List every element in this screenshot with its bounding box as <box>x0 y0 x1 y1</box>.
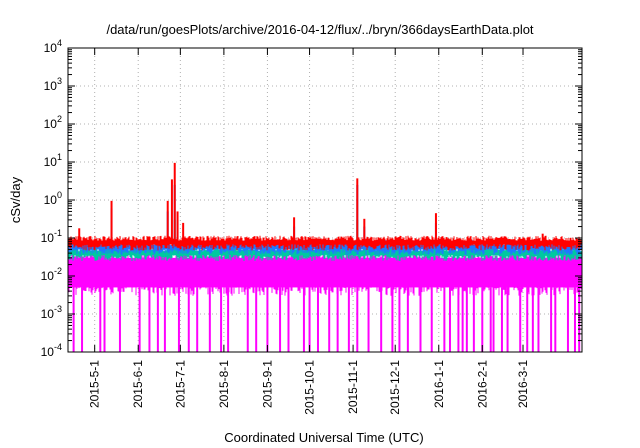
plot-series-group <box>68 162 582 352</box>
chart-title: /data/run/goesPlots/archive/2016-04-12/f… <box>106 22 533 37</box>
x-tick-label: 2015-11-1 <box>346 360 360 414</box>
y-tick-label: 10-2 <box>41 266 62 283</box>
y-tick-label: 101 <box>44 152 62 169</box>
x-axis-title: Coordinated Universal Time (UTC) <box>224 430 423 445</box>
y-axis-title: cSv/day <box>8 176 23 223</box>
x-tick-label: 2015-12-1 <box>388 360 402 415</box>
series-trace <box>68 235 582 251</box>
series-red <box>68 162 582 251</box>
y-tick-label: 102 <box>44 114 62 131</box>
x-tick-label: 2016-3-1 <box>516 360 530 408</box>
x-tick-label: 2015-8-1 <box>217 360 231 408</box>
series-magenta <box>68 252 582 352</box>
y-tick-label: 100 <box>44 190 62 207</box>
y-tick-label: 10-4 <box>41 342 62 359</box>
y-tick-label: 104 <box>44 38 62 55</box>
x-tick-label: 2015-7-1 <box>173 360 187 408</box>
x-tick-label: 2015-9-1 <box>260 360 274 408</box>
x-tick-label: 2016-2-1 <box>475 360 489 408</box>
series-trace <box>68 246 582 261</box>
grid-lines <box>68 48 582 352</box>
y-tick-label: 103 <box>44 76 62 93</box>
x-tick-label: 2015-10-1 <box>303 360 317 415</box>
x-tick-label: 2016-1-1 <box>432 360 446 408</box>
y-tick-label: 10-3 <box>41 304 62 321</box>
axis-ticks: 10-4 10-3 10-2 10-1 100 101 102 103 104 2015-5-1 2… <box>41 38 582 415</box>
y-tick-label: 10-1 <box>41 228 62 245</box>
x-tick-label: 2015-5-1 <box>88 360 102 408</box>
magenta-trace <box>68 252 582 296</box>
x-tick-label: 2015-6-1 <box>131 360 145 408</box>
